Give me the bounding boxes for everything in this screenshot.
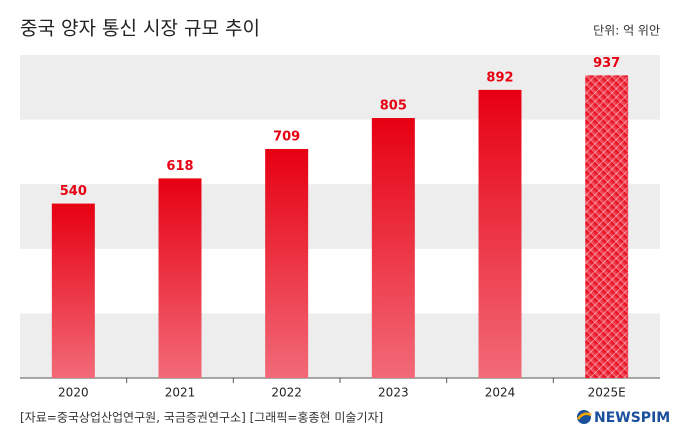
bar xyxy=(51,203,95,378)
background xyxy=(20,55,660,378)
background-stripe xyxy=(20,313,660,378)
x-tick-label: 2021 xyxy=(165,386,196,400)
bar xyxy=(585,75,629,378)
value-label: 540 xyxy=(60,184,87,199)
bar xyxy=(371,117,415,379)
x-tick-label: 2022 xyxy=(271,386,302,400)
x-tick-label: 2020 xyxy=(58,386,89,400)
value-label: 937 xyxy=(593,56,620,71)
value-label: 805 xyxy=(380,98,407,113)
value-label: 618 xyxy=(166,159,193,174)
background-stripe xyxy=(20,184,660,249)
value-label: 892 xyxy=(486,70,513,85)
x-tick-label: 2024 xyxy=(485,386,516,400)
chart-title: 중국 양자 통신 시장 규모 추이 xyxy=(20,18,260,40)
unit-label: 단위: 억 위안 xyxy=(593,24,660,38)
bar xyxy=(158,178,202,378)
logo-icon xyxy=(577,412,592,420)
source-note: [자료=중국상업산업연구원, 국금증권연구소] [그래픽=홍종현 미술기자] xyxy=(20,411,383,425)
x-tick-label: 2023 xyxy=(378,386,409,400)
bar xyxy=(478,89,522,378)
logo-text: NEWSPIM xyxy=(594,410,670,426)
value-label: 709 xyxy=(273,129,300,144)
logo: NEWSPIM xyxy=(577,410,670,426)
background-stripe xyxy=(20,55,660,120)
x-tick-label: 2025E xyxy=(588,386,626,400)
bar xyxy=(265,148,309,378)
